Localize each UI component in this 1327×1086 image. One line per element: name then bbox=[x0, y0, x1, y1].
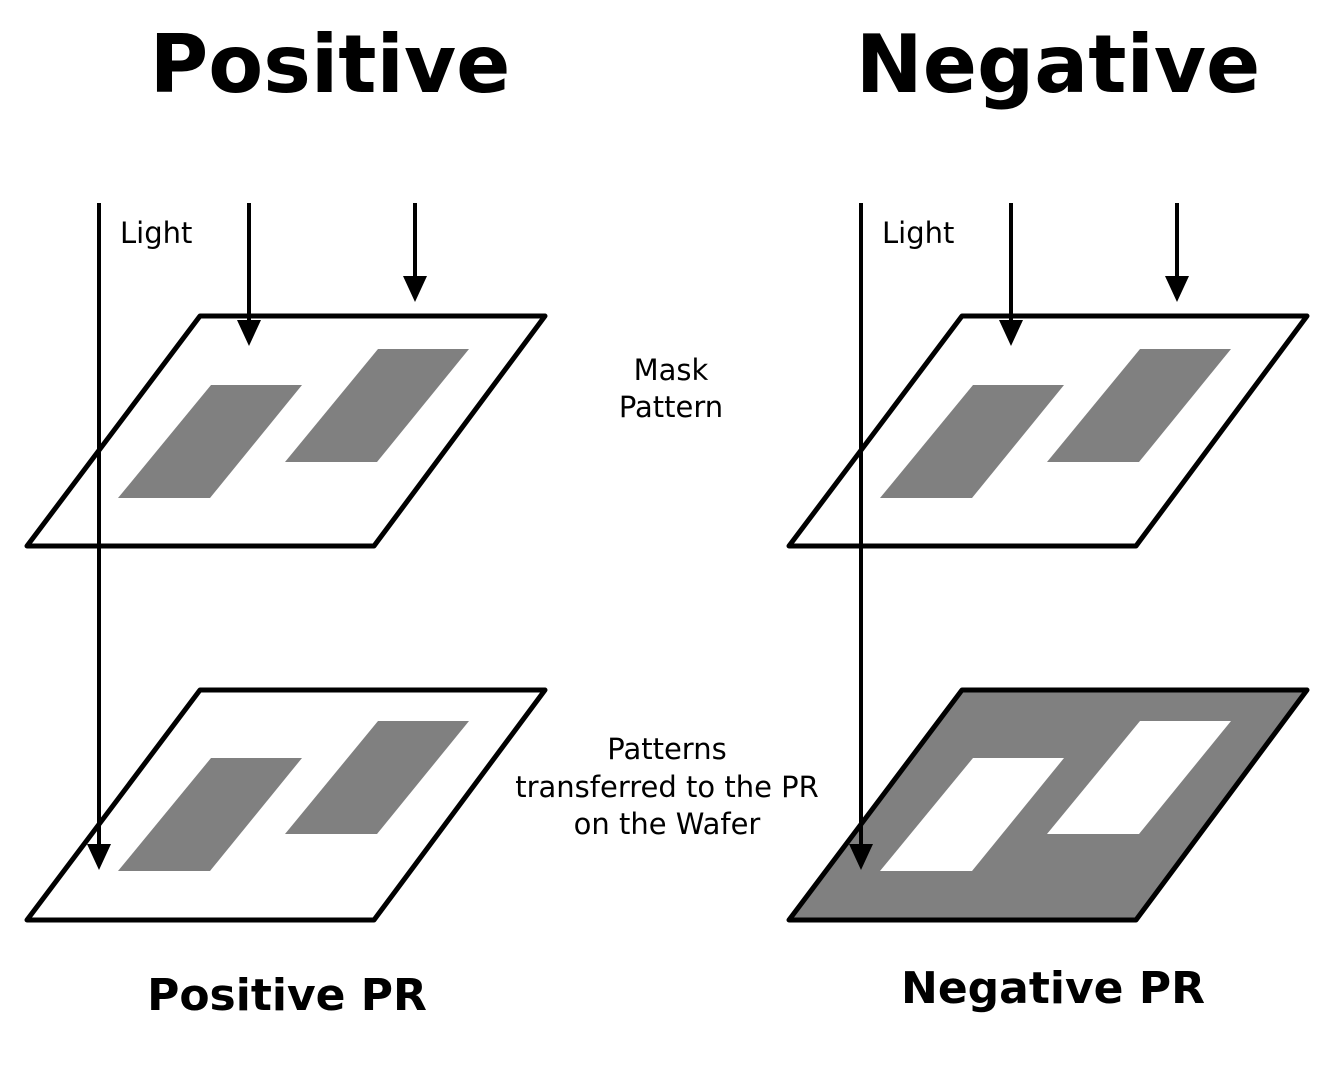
negative-light-arrow-middle bbox=[999, 203, 1023, 346]
negative-mask-pattern-left bbox=[880, 385, 1064, 498]
negative-light-arrow-right bbox=[1165, 203, 1189, 302]
transfer-label-line1: Patterns bbox=[607, 732, 726, 766]
positive-light-label: Light bbox=[120, 216, 192, 250]
positive-light-arrow-through bbox=[87, 203, 111, 870]
negative-pr-caption: Negative PR bbox=[901, 963, 1205, 1014]
negative-title: Negative bbox=[856, 18, 1261, 111]
positive-mask-plate bbox=[24, 313, 548, 549]
negative-wafer-pattern-right bbox=[1047, 721, 1231, 834]
positive-wafer-pattern-left bbox=[118, 758, 302, 871]
transfer-label-line3: on the Wafer bbox=[574, 807, 761, 841]
negative-mask-pattern-right bbox=[1047, 349, 1231, 462]
transfer-label-line2: transferred to the PR bbox=[515, 770, 819, 804]
positive-mask-pattern-left bbox=[118, 385, 302, 498]
positive-wafer-pattern-right bbox=[285, 721, 469, 834]
positive-light-arrow-middle bbox=[237, 203, 261, 346]
negative-light-label: Light bbox=[882, 216, 954, 250]
negative-light-arrow-through bbox=[849, 203, 873, 870]
mask-pattern-label-line2: Pattern bbox=[619, 390, 723, 424]
positive-wafer-plate bbox=[24, 687, 548, 923]
negative-wafer-plate bbox=[786, 687, 1310, 923]
negative-mask-plate bbox=[786, 313, 1310, 549]
negative-wafer-pattern-left bbox=[880, 758, 1064, 871]
mask-pattern-label-line1: Mask bbox=[634, 353, 709, 387]
positive-title: Positive bbox=[150, 18, 511, 111]
positive-mask-pattern-right bbox=[285, 349, 469, 462]
positive-pr-caption: Positive PR bbox=[147, 970, 427, 1021]
positive-light-arrow-right bbox=[403, 203, 427, 302]
